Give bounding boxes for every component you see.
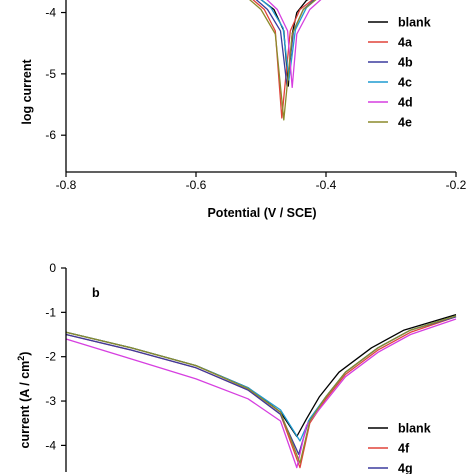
ticks-a: -4 -5 -6 -0.8 -0.6 -0.4 -0.2: [45, 6, 466, 192]
legend-label-blank: blank: [398, 16, 431, 30]
ticks-b: 0 -1 -2 -3 -4: [45, 261, 66, 452]
legend-label-4g: 4g: [398, 462, 413, 474]
y-axis-label-b: current (A / cm2): [16, 352, 32, 449]
y-axis-label-b-sup: 2: [16, 356, 26, 361]
legend-label-4a: 4a: [398, 36, 413, 50]
x-tick-label: -0.8: [56, 178, 77, 192]
legend-label-4d: 4d: [398, 96, 413, 110]
y-tick-label: -6: [45, 128, 56, 142]
legend-label-blank: blank: [398, 422, 431, 436]
x-tick-label: -0.2: [446, 178, 467, 192]
legend-label-4b: 4b: [398, 56, 413, 70]
legend-label-4c: 4c: [398, 76, 412, 90]
legend-a: blank 4a 4b 4c 4d 4e: [368, 16, 431, 130]
series-group-b: [65, 313, 457, 469]
y-tick-label: -1: [45, 305, 56, 319]
series-line-a-4a: [252, 0, 314, 119]
series-line-a-4d: [266, 0, 322, 89]
x-tick-label: -0.6: [186, 178, 207, 192]
y-axis-label-a: log current: [20, 59, 34, 125]
series-line-a-4e: [249, 0, 317, 121]
y-tick-label: 0: [49, 261, 56, 275]
series-group-a: [249, 0, 322, 121]
y-tick-label: -4: [45, 6, 56, 20]
series-line-b-s4: [65, 318, 457, 469]
series-line-b-blank: [65, 313, 457, 438]
y-tick-label: -4: [45, 438, 56, 452]
legend-label-4f: 4f: [398, 442, 410, 456]
y-axis-label-b-main: current (A / cm: [18, 361, 32, 449]
series-line-b-s5: [65, 315, 457, 464]
x-tick-label: -0.4: [316, 178, 337, 192]
x-axis-label-a: Potential (V / SCE): [207, 206, 316, 220]
axes-a: [65, 0, 456, 173]
chart-panel-a: -4 -5 -6 -0.8 -0.6 -0.4 -0.2 log current Poten…: [20, 0, 467, 220]
y-tick-label: -3: [45, 394, 56, 408]
chart-panel-b: 0 -1 -2 -3 -4 b current (A / cm2) blank 4f 4g: [16, 261, 457, 474]
y-axis-label-b-tail: ): [18, 352, 32, 356]
panel-label-b: b: [92, 286, 100, 300]
legend-b: blank 4f 4g: [368, 422, 431, 474]
y-tick-label: -2: [45, 350, 56, 364]
legend-label-4e: 4e: [398, 116, 412, 130]
y-tick-label: -5: [45, 67, 56, 81]
